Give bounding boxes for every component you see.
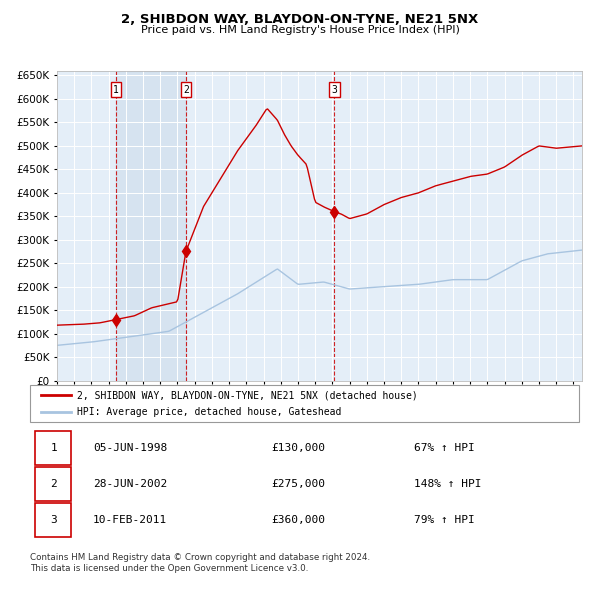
Text: 2, SHIBDON WAY, BLAYDON-ON-TYNE, NE21 5NX: 2, SHIBDON WAY, BLAYDON-ON-TYNE, NE21 5N… xyxy=(121,13,479,26)
Text: 3: 3 xyxy=(331,84,337,94)
Text: £360,000: £360,000 xyxy=(272,515,326,525)
Text: HPI: Average price, detached house, Gateshead: HPI: Average price, detached house, Gate… xyxy=(77,407,341,417)
Text: 148% ↑ HPI: 148% ↑ HPI xyxy=(414,479,482,489)
Text: £130,000: £130,000 xyxy=(272,442,326,453)
Text: Contains HM Land Registry data © Crown copyright and database right 2024.
This d: Contains HM Land Registry data © Crown c… xyxy=(30,553,370,573)
Text: 28-JUN-2002: 28-JUN-2002 xyxy=(93,479,167,489)
FancyBboxPatch shape xyxy=(35,467,71,501)
Bar xyxy=(116,71,186,381)
Text: 1: 1 xyxy=(113,84,119,94)
Text: 2: 2 xyxy=(183,84,189,94)
Text: 2: 2 xyxy=(50,479,57,489)
Text: 2, SHIBDON WAY, BLAYDON-ON-TYNE, NE21 5NX (detached house): 2, SHIBDON WAY, BLAYDON-ON-TYNE, NE21 5N… xyxy=(77,390,418,400)
FancyBboxPatch shape xyxy=(35,431,71,465)
Text: 05-JUN-1998: 05-JUN-1998 xyxy=(93,442,167,453)
Text: 67% ↑ HPI: 67% ↑ HPI xyxy=(414,442,475,453)
FancyBboxPatch shape xyxy=(35,503,71,537)
Text: 3: 3 xyxy=(50,515,57,525)
Text: 1: 1 xyxy=(50,442,57,453)
Text: £275,000: £275,000 xyxy=(272,479,326,489)
FancyBboxPatch shape xyxy=(30,385,579,422)
Text: 10-FEB-2011: 10-FEB-2011 xyxy=(93,515,167,525)
Text: 79% ↑ HPI: 79% ↑ HPI xyxy=(414,515,475,525)
Text: Price paid vs. HM Land Registry's House Price Index (HPI): Price paid vs. HM Land Registry's House … xyxy=(140,25,460,35)
